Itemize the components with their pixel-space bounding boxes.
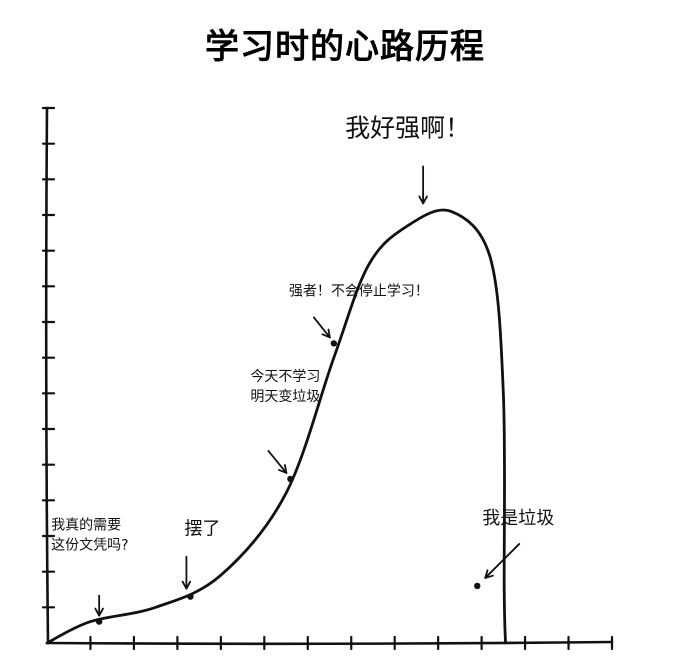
chart-title: 学习时的心路历程	[205, 27, 485, 67]
annotation-point	[330, 340, 338, 347]
annotation-label: 明天变垃圾	[250, 389, 320, 405]
x-axis-line	[45, 640, 614, 646]
annotation-arrowhead	[418, 195, 428, 205]
annotation-point	[187, 593, 194, 600]
annotation: 我好强啊！	[345, 113, 470, 205]
annotation-arrowhead	[321, 328, 331, 339]
annotation-point	[95, 618, 103, 625]
annotation-label: 我是垃圾	[482, 508, 554, 529]
series-line	[45, 208, 507, 645]
annotation-arrow	[267, 450, 288, 474]
annotation-label: 我好强啊！	[345, 113, 470, 142]
y-axis-line	[44, 106, 50, 645]
annotation-label: 摆了	[184, 519, 220, 540]
series-layer	[45, 208, 507, 645]
annotation-label: 今天不学习	[250, 369, 320, 385]
annotation-point	[474, 582, 481, 590]
annotation: 强者！不会停止学习！	[289, 282, 429, 347]
annotation: 摆了	[181, 519, 220, 600]
annotation-arrow	[484, 543, 521, 579]
annotation-point	[287, 475, 294, 483]
annotation: 我是垃圾	[474, 508, 554, 590]
annotation-label: 这份文凭吗?	[51, 537, 128, 554]
annotation-arrow	[312, 316, 331, 339]
annotation-arrowhead	[94, 607, 104, 617]
annotation-arrowhead	[484, 569, 494, 579]
annotation-arrowhead	[278, 464, 288, 474]
axes	[41, 106, 614, 651]
annotation-label: 我真的需要	[51, 518, 121, 534]
annotation-arrowhead	[181, 580, 192, 590]
annotation-label: 强者！不会停止学习！	[289, 282, 429, 299]
